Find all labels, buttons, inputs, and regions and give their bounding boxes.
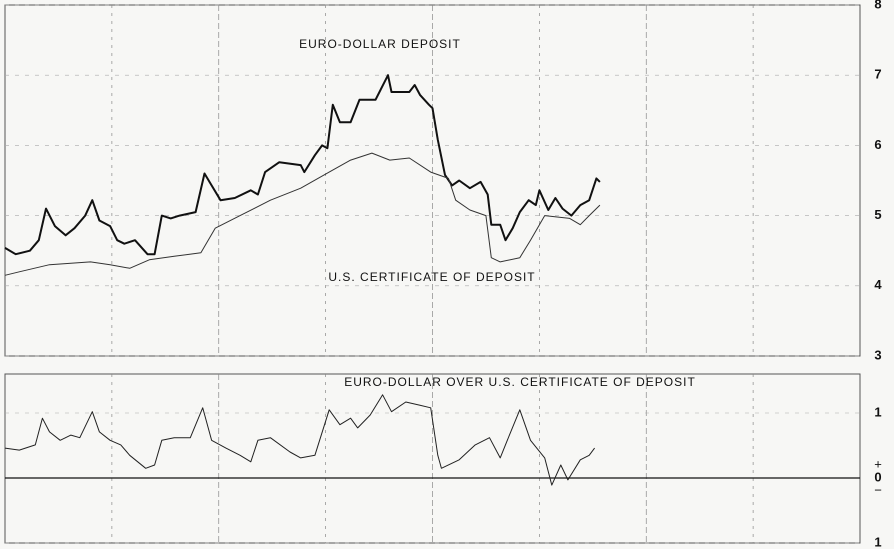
y-tick-label: 6 <box>874 137 881 152</box>
series-label: EURO-DOLLAR DEPOSIT <box>299 37 461 51</box>
y-tick-label: 8 <box>874 0 881 11</box>
sign-label: − <box>874 482 882 497</box>
line-series <box>4 74 601 256</box>
sign-label: + <box>874 456 882 471</box>
y-tick-label: 1 <box>874 404 881 419</box>
series-label: EURO-DOLLAR OVER U.S. CERTIFICATE OF DEP… <box>344 375 696 389</box>
y-tick-label: 3 <box>874 347 881 362</box>
line-series <box>4 394 595 486</box>
y-tick-label: 7 <box>874 67 881 82</box>
line-series <box>4 152 601 276</box>
y-tick-label: 5 <box>874 207 881 222</box>
y-tick-label: 0 <box>874 469 881 484</box>
series-label: U.S. CERTIFICATE OF DEPOSIT <box>328 270 535 284</box>
y-tick-label: 4 <box>874 277 882 292</box>
y-tick-label: 1 <box>874 534 881 549</box>
